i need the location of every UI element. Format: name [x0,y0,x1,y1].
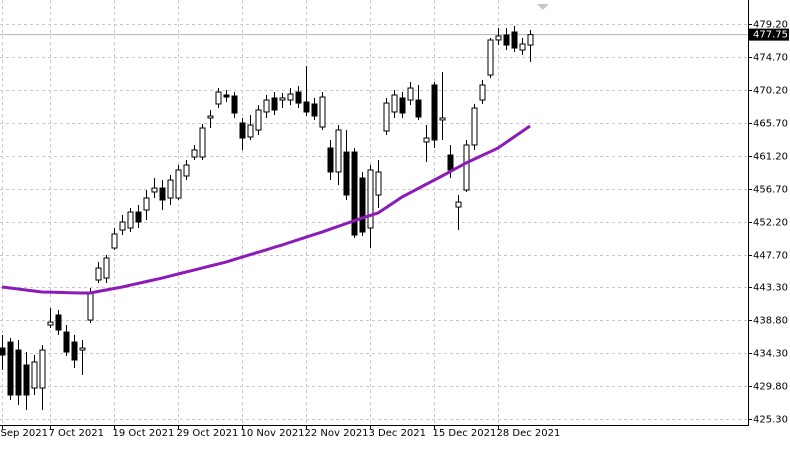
candle-body [87,292,94,321]
candle-body [255,109,262,131]
candle-body [511,31,518,49]
candle-body [471,107,478,146]
candle-body [15,349,22,396]
candle-body [119,221,126,231]
y-tick-label: 452.20 [753,218,788,229]
candle-body [55,314,62,331]
candle-body [335,129,342,173]
candle-body [167,179,174,199]
candle-body [407,87,414,101]
candle-body [127,211,134,229]
candle-body [111,233,118,249]
candle-body [527,34,534,46]
last-price-label: 477.75 [753,30,788,41]
candle-body [375,171,382,196]
candle-body [279,97,286,101]
candle-body [423,137,430,143]
x-tick-label: 3 Dec 2021 [369,428,427,439]
y-tick-label: 456.70 [753,185,788,196]
candle-body [159,187,166,201]
candle-body [447,154,454,171]
axes: 425.30 429.80 434.30 438.80 443.30 447.70 452.… [1,20,789,439]
candle-body [383,102,390,132]
last-price-box [749,28,789,41]
candle-body [79,347,86,351]
x-tick-label: 15 Dec 2021 [433,428,497,439]
y-tick-label: 443.30 [753,283,788,294]
y-tick-label: 434.30 [753,349,788,360]
candle-body [479,84,486,101]
candle-body [399,97,406,114]
y-tick-label: 429.80 [753,382,788,393]
x-tick-label: 10 Nov 2021 [241,428,305,439]
candle-body [327,147,334,173]
y-tick-label: 461.20 [753,152,788,163]
candle-body [271,97,278,111]
candle-body [359,177,366,233]
candle-body [103,257,110,279]
candle-body [463,144,470,191]
candle-body [295,91,302,104]
x-tick-label: 28 Dec 2021 [497,428,561,439]
y-tick-label: 438.80 [753,316,788,327]
candle-body [23,364,30,396]
x-tick-label: 19 Oct 2021 [113,428,175,439]
x-tick-label: 7 Oct 2021 [49,428,104,439]
candle-body [223,94,230,98]
candle-body [431,84,438,141]
candle-body [503,34,510,46]
candle-body [151,187,158,193]
candle-body [439,117,446,121]
moving-average-line [1,124,531,295]
candle-body [391,94,398,113]
candle-body [47,321,54,326]
candle-body [415,99,422,118]
candle-body [495,35,502,41]
candle-body [367,169,374,229]
candle-body [319,96,326,128]
y-tick-label: 479.20 [753,20,788,31]
x-tick-label: 22 Nov 2021 [305,428,369,439]
candle-body [95,267,102,281]
candle-body [303,101,310,113]
candle-body [351,151,358,236]
candle-body [191,149,198,158]
candle-body [63,331,70,353]
candle-body [487,39,494,76]
candle-body [207,115,214,119]
y-tick-label: 447.70 [753,251,788,262]
y-tick-label: 470.20 [753,86,788,97]
plot [0,26,534,411]
candle-body [287,93,294,101]
candle-body [519,43,526,51]
candle-body [135,211,142,223]
candle-body [31,361,38,389]
y-tick-label: 465.70 [753,119,788,130]
chart-shift-marker [537,4,549,10]
candle-body [7,341,14,396]
candle-body [311,103,318,117]
candle-body [231,95,238,114]
y-tick-label: 474.70 [753,53,788,64]
y-tick-label: 425.30 [753,415,788,426]
grid [0,0,748,425]
candle-body [247,124,254,138]
candle-body [343,151,350,196]
candle-body [39,349,46,389]
candle-body [239,122,246,139]
candle-body [175,169,182,199]
candle-body [263,99,270,113]
candle-body [455,201,462,208]
x-tick-label: 29 Oct 2021 [177,428,239,439]
candle-body [183,164,190,177]
candle-body [0,347,6,356]
candle-body [199,127,206,158]
candle-body [215,91,222,105]
candle-body [71,341,78,361]
candle-body [143,197,150,211]
x-tick-label: Sep 2021 [1,428,48,439]
